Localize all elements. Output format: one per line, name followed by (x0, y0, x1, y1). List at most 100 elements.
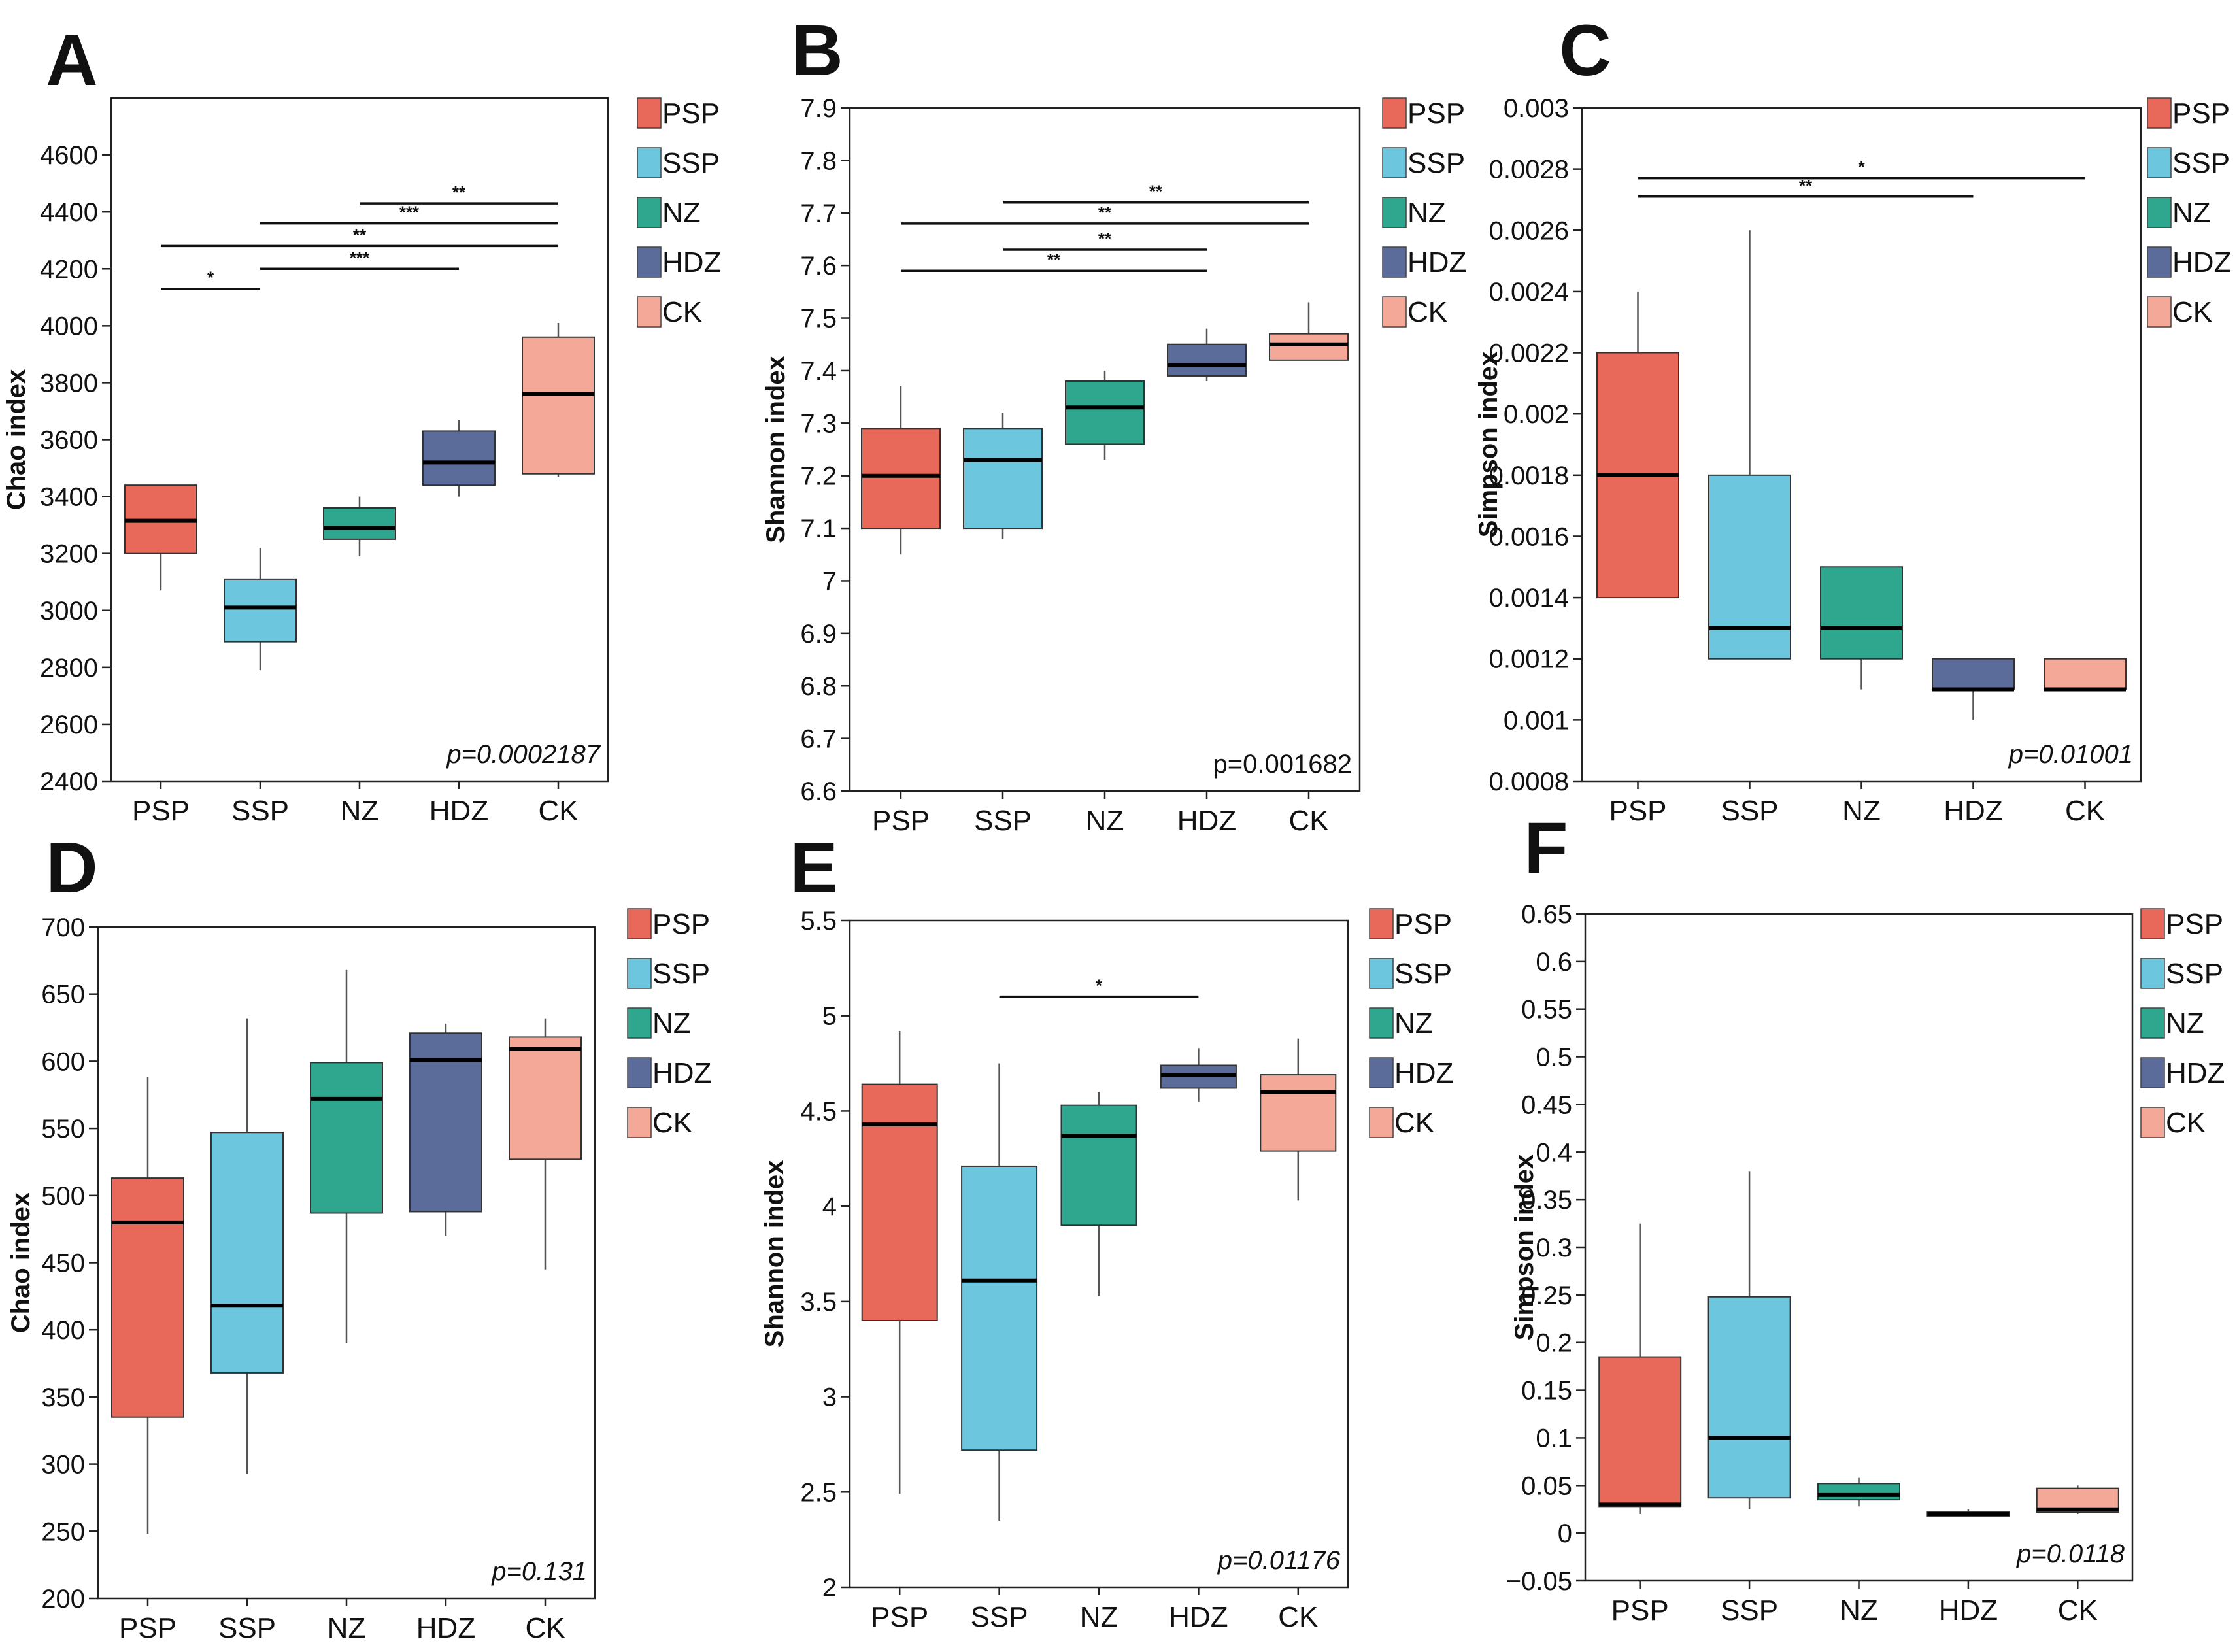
x-tick-label: NZ (1842, 795, 1881, 827)
box-iqr (1260, 1074, 1337, 1152)
signif-label: ** (452, 182, 466, 202)
legend-swatch (2140, 1057, 2165, 1088)
signif-label: ** (1149, 182, 1163, 201)
legend-swatch (2140, 908, 2165, 939)
legend-swatch (1382, 246, 1407, 278)
x-tick-label: NZ (1080, 1601, 1118, 1633)
panel-letter: C (1559, 10, 1611, 91)
p-value: p=0.0002187 (446, 740, 601, 769)
x-tick-label: CK (1278, 1601, 1318, 1633)
signif-label: *** (399, 203, 420, 222)
legend-swatch (1382, 97, 1407, 129)
box-iqr (1932, 658, 2015, 690)
y-tick-label: 3800 (40, 369, 98, 397)
signif-label: * (1096, 976, 1103, 996)
legend-label: HDZ (662, 246, 721, 278)
y-tick-label: 4200 (40, 255, 98, 284)
legend-swatch (1369, 1007, 1394, 1039)
box-iqr (861, 428, 941, 530)
y-tick-label: 0.2 (1536, 1329, 1572, 1358)
y-tick-label: 0.0024 (1489, 278, 1569, 307)
legend-label: SSP (2166, 958, 2223, 990)
y-tick-label: 7.9 (800, 94, 837, 123)
y-tick-label: 3200 (40, 540, 98, 569)
y-tick-label: 550 (41, 1115, 85, 1143)
y-tick-label: 0.6 (1536, 948, 1572, 977)
legend-swatch (627, 1007, 652, 1039)
y-tick-label: 0 (1558, 1519, 1572, 1548)
y-tick-label: 6.6 (800, 777, 837, 806)
box-hdz (1160, 1048, 1237, 1102)
y-tick-label: 0.0012 (1489, 645, 1569, 674)
x-tick-label: CK (1288, 805, 1328, 837)
legend-label: CK (2172, 296, 2212, 328)
panel-a: A 2400 2600 2800 3000 3200 3400 3600 3800 4000 420… (2, 20, 721, 827)
box-iqr (1167, 343, 1247, 377)
panel-b: B 6.6 6.7 6.8 6.9 7 7.1 7.2 7.3 7.4 7.5 7.6 7.7 7.8 7.… (762, 10, 1466, 837)
y-tick-label: 0.25 (1521, 1281, 1572, 1310)
box-iqr (1065, 380, 1145, 445)
x-tick-label: SSP (974, 805, 1032, 837)
box-ck (1269, 302, 1349, 361)
p-value: p=0.001682 (1213, 750, 1352, 779)
box-nz (1820, 566, 1903, 690)
y-tick-label: 350 (41, 1383, 85, 1412)
legend-swatch (1369, 958, 1394, 989)
signif-label: * (1858, 158, 1865, 177)
y-tick-label: 3600 (40, 426, 98, 455)
legend-swatch (1369, 1107, 1394, 1138)
y-tick-label: 200 (41, 1585, 85, 1613)
y-tick-label: 0.0026 (1489, 216, 1569, 245)
box-iqr (963, 428, 1043, 530)
y-tick-label: 7.4 (800, 357, 837, 386)
box-nz (1060, 1092, 1137, 1296)
x-tick-label: SSP (971, 1601, 1028, 1633)
box-iqr (224, 578, 297, 643)
y-tick-label: 4 (822, 1192, 837, 1221)
y-tick-label: 0.4 (1536, 1138, 1572, 1167)
y-tick-label: 0.003 (1504, 94, 1569, 123)
box-nz (1065, 370, 1145, 460)
box-ck (2044, 658, 2127, 692)
box-psp (861, 386, 941, 555)
y-tick-label: 0.0018 (1489, 462, 1569, 490)
y-tick-label: 0.05 (1521, 1472, 1572, 1500)
legend-label: PSP (652, 908, 710, 940)
y-tick-label: 7.8 (800, 146, 837, 175)
y-tick-label: 0.35 (1521, 1186, 1572, 1215)
y-tick-label: 0.55 (1521, 996, 1572, 1024)
y-tick-label: 0.1 (1536, 1424, 1572, 1453)
x-tick-label: SSP (231, 795, 289, 827)
y-tick-label: 0.45 (1521, 1090, 1572, 1119)
x-tick-label: HDZ (429, 795, 488, 827)
x-tick-label: PSP (1609, 795, 1666, 827)
box-iqr (2044, 658, 2127, 690)
x-tick-label: SSP (1721, 1594, 1778, 1627)
y-tick-label: 2400 (40, 767, 98, 796)
box-iqr (1820, 566, 1903, 660)
legend-swatch (637, 97, 662, 129)
box-ssp (210, 1018, 284, 1474)
legend-swatch (2147, 246, 2172, 278)
y-tick-label: 5.5 (800, 907, 837, 936)
x-tick-label: NZ (341, 795, 379, 827)
box-psp (861, 1031, 938, 1494)
x-tick-label: NZ (328, 1612, 366, 1644)
legend-swatch (627, 958, 652, 989)
signif-label: ** (353, 225, 367, 244)
box-iqr (310, 1062, 383, 1214)
box-iqr (1060, 1104, 1137, 1226)
legend-swatch (2140, 1107, 2165, 1138)
signif-label: ** (1799, 176, 1813, 195)
y-axis-label: Simpson index (1510, 1155, 1539, 1341)
signif-label: ** (1098, 229, 1112, 248)
y-axis-label: Chao index (2, 369, 31, 511)
legend-swatch (637, 246, 662, 278)
box-ck (2036, 1485, 2119, 1514)
y-tick-label: 0.001 (1504, 706, 1569, 735)
box-iqr (1707, 1296, 1791, 1499)
legend: PSP SSP NZ HDZ CK (2147, 97, 2231, 328)
x-tick-label: CK (538, 795, 578, 827)
y-tick-label: 4.5 (800, 1097, 837, 1126)
